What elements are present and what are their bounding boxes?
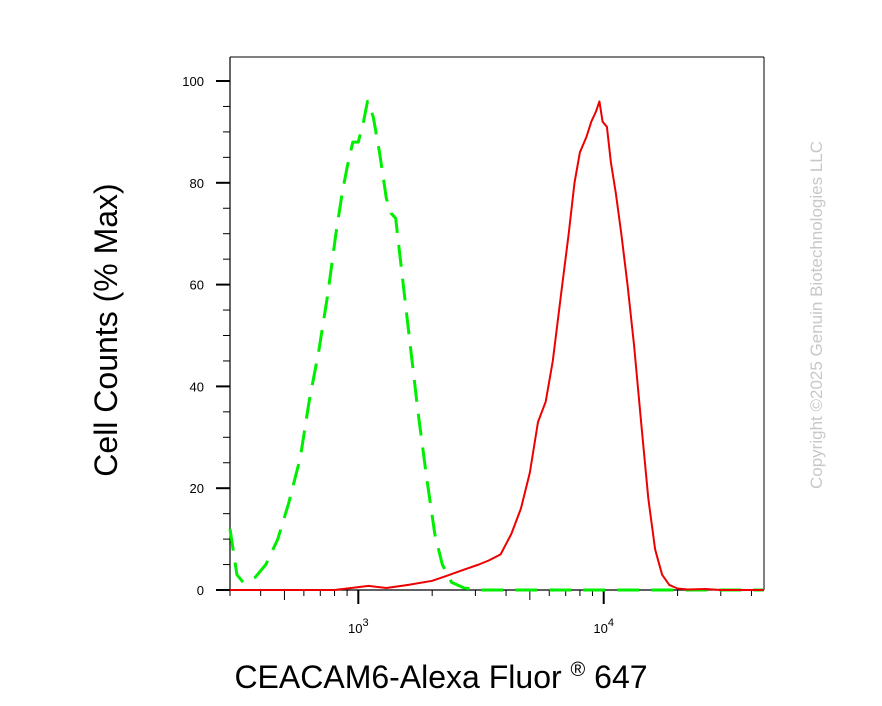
copyright-watermark: Copyright ©2025 Genuin Biotechnologies L… xyxy=(807,141,826,489)
y-tick-label: 0 xyxy=(197,583,204,598)
y-tick-label: 60 xyxy=(190,278,204,293)
y-ticks: 0 20 40 60 80 100 xyxy=(182,74,230,598)
axes: 0 20 40 60 80 100 103 104 xyxy=(182,56,765,636)
y-tick-label: 100 xyxy=(182,74,204,89)
x-axis-title-registered-mark: ® xyxy=(571,659,586,681)
isotype-control-curve xyxy=(228,99,764,592)
y-tick-label: 40 xyxy=(190,379,204,394)
x-ticks: 103 104 xyxy=(229,590,752,636)
x-tick-label: 104 xyxy=(593,617,614,636)
x-axis-title-main: CEACAM6-Alexa Fluor xyxy=(234,659,562,695)
x-axis-title-suffix: 647 xyxy=(594,659,647,695)
x-axis-title: CEACAM6-Alexa Fluor ® 647 xyxy=(234,647,647,695)
ceacam6-stained-curve xyxy=(230,100,764,591)
y-tick-label: 80 xyxy=(190,176,204,191)
series-layer xyxy=(228,99,764,592)
x-tick-label: 103 xyxy=(348,617,369,636)
y-axis-title: Cell Counts (% Max) xyxy=(88,183,124,476)
y-tick-label: 20 xyxy=(190,481,204,496)
